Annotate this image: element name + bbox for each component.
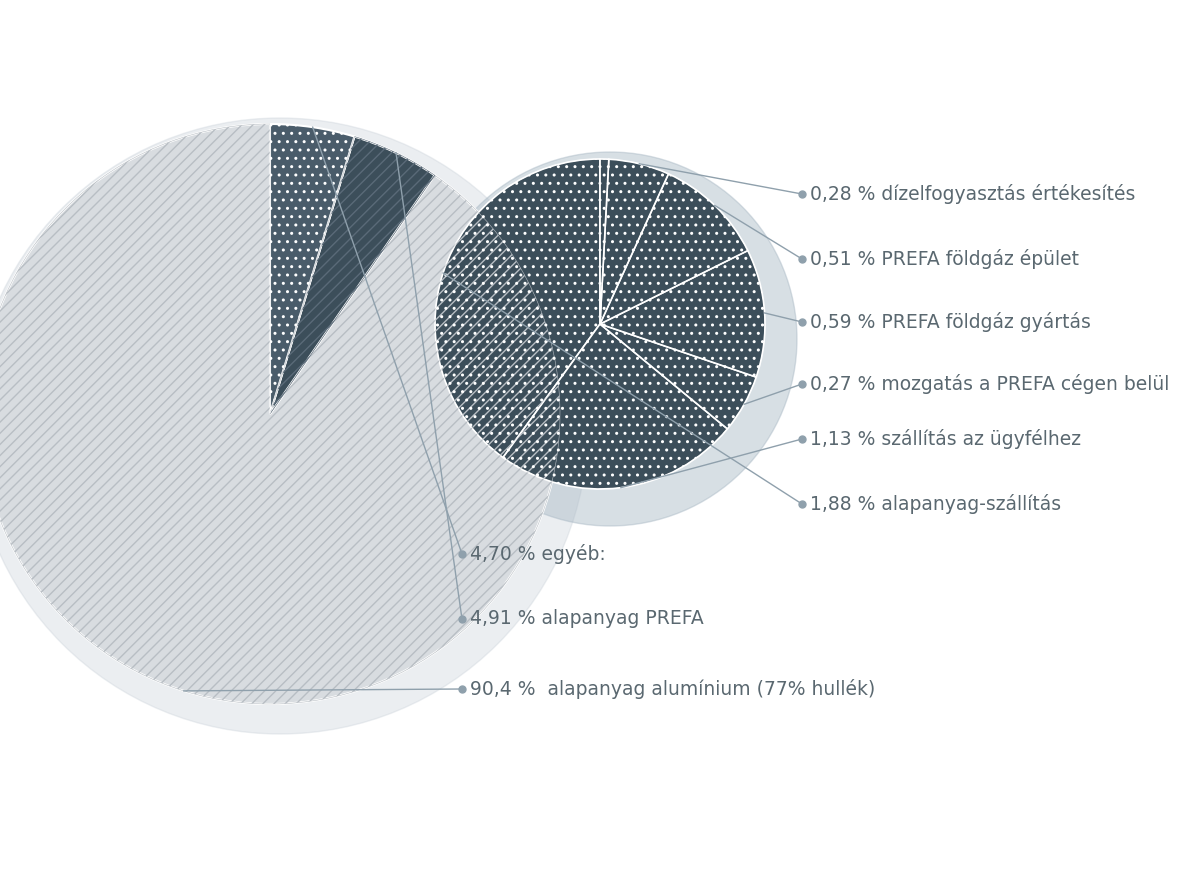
Text: 1,88 % alapanyag-szállítás: 1,88 % alapanyag-szállítás [811, 494, 1061, 514]
Text: 0,51 % PREFA földgáz épület: 0,51 % PREFA földgáz épület [811, 249, 1079, 269]
Wedge shape [271, 137, 435, 414]
Circle shape [423, 152, 797, 526]
Wedge shape [503, 324, 727, 489]
Wedge shape [435, 159, 600, 458]
Text: 4,91 % alapanyag PREFA: 4,91 % alapanyag PREFA [470, 610, 703, 628]
Wedge shape [600, 173, 747, 324]
Wedge shape [600, 159, 669, 324]
Text: 0,59 % PREFA földgáz gyártás: 0,59 % PREFA földgáz gyártás [811, 312, 1091, 332]
Wedge shape [271, 124, 354, 414]
Wedge shape [600, 324, 756, 429]
Circle shape [0, 118, 588, 734]
Text: 90,4 %  alapanyag alumínium (77% hullék): 90,4 % alapanyag alumínium (77% hullék) [470, 679, 875, 699]
Text: 0,27 % mozgatás a PREFA cégen belül: 0,27 % mozgatás a PREFA cégen belül [811, 374, 1169, 394]
Text: 0,28 % dízelfogyasztás értékesítés: 0,28 % dízelfogyasztás értékesítés [811, 184, 1135, 204]
Text: 1,13 % szállítás az ügyfélhez: 1,13 % szállítás az ügyfélhez [811, 429, 1081, 449]
Wedge shape [600, 250, 765, 377]
Text: 4,70 % egyéb:: 4,70 % egyéb: [470, 544, 606, 564]
Wedge shape [0, 124, 560, 704]
Wedge shape [600, 159, 609, 324]
